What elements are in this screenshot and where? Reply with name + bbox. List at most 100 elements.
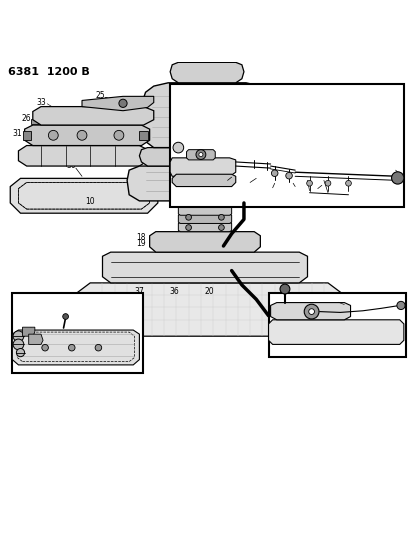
Text: 26: 26 (22, 114, 31, 123)
Text: 19: 19 (136, 239, 146, 248)
Polygon shape (270, 303, 350, 320)
Text: 10: 10 (95, 316, 105, 325)
Polygon shape (25, 125, 149, 146)
Circle shape (303, 304, 318, 319)
Text: 35: 35 (134, 108, 144, 117)
Polygon shape (10, 179, 157, 213)
Circle shape (119, 99, 127, 108)
Circle shape (308, 309, 314, 314)
Circle shape (77, 131, 87, 140)
Text: 18: 18 (135, 233, 145, 243)
Polygon shape (102, 252, 307, 283)
Text: 13: 13 (22, 337, 31, 345)
Text: 3: 3 (390, 164, 395, 173)
Text: 23: 23 (390, 299, 400, 308)
Text: 7: 7 (312, 186, 317, 195)
Text: 32: 32 (181, 196, 191, 205)
Circle shape (63, 313, 68, 319)
Circle shape (324, 180, 330, 186)
Text: 29: 29 (106, 124, 115, 132)
Circle shape (396, 301, 404, 310)
Text: 8: 8 (25, 321, 30, 330)
Text: 6: 6 (288, 184, 293, 193)
Text: 21: 21 (279, 295, 288, 304)
Polygon shape (268, 320, 403, 344)
Text: 6381  1200 B: 6381 1200 B (8, 67, 90, 77)
Polygon shape (74, 283, 344, 336)
Text: 8: 8 (175, 137, 180, 146)
Polygon shape (82, 96, 153, 111)
Polygon shape (139, 131, 147, 140)
Text: 37: 37 (134, 287, 144, 296)
Circle shape (173, 142, 183, 153)
Polygon shape (141, 83, 272, 148)
Text: 15: 15 (38, 346, 48, 355)
Circle shape (185, 225, 191, 230)
Polygon shape (29, 334, 43, 344)
Text: 5: 5 (265, 185, 270, 194)
Polygon shape (186, 150, 215, 160)
Text: 2: 2 (315, 157, 319, 166)
Circle shape (13, 339, 24, 350)
Text: 36: 36 (169, 287, 179, 296)
Polygon shape (33, 107, 153, 125)
Text: 27: 27 (95, 118, 105, 127)
Text: 31: 31 (142, 130, 152, 139)
Circle shape (196, 150, 205, 159)
Text: 22: 22 (330, 297, 340, 306)
Text: 4: 4 (243, 180, 248, 189)
Polygon shape (178, 222, 231, 232)
Text: 38: 38 (110, 260, 120, 269)
Bar (170, 84, 403, 207)
Polygon shape (127, 166, 284, 201)
Circle shape (345, 180, 351, 186)
Polygon shape (178, 206, 231, 215)
Text: 33: 33 (181, 207, 191, 216)
Text: 16: 16 (48, 348, 58, 356)
Text: 17: 17 (71, 340, 81, 349)
Text: 9: 9 (75, 316, 80, 325)
Polygon shape (12, 330, 139, 365)
Bar (12, 293, 143, 373)
Circle shape (271, 170, 277, 176)
Circle shape (185, 214, 191, 220)
Text: 12: 12 (23, 329, 33, 338)
Text: 10: 10 (217, 197, 227, 206)
Polygon shape (170, 62, 243, 83)
Text: 25: 25 (95, 91, 105, 100)
Circle shape (13, 331, 24, 342)
Circle shape (285, 172, 292, 179)
Polygon shape (31, 119, 45, 124)
Circle shape (68, 344, 75, 351)
Text: 24: 24 (218, 178, 228, 187)
Text: 10: 10 (85, 197, 95, 206)
Circle shape (279, 284, 289, 294)
Circle shape (218, 214, 224, 220)
Circle shape (16, 349, 25, 357)
Circle shape (391, 172, 403, 184)
Polygon shape (149, 232, 260, 252)
Circle shape (198, 152, 202, 157)
Polygon shape (178, 200, 231, 207)
Polygon shape (178, 214, 231, 223)
Circle shape (306, 180, 312, 186)
Polygon shape (170, 158, 235, 176)
Polygon shape (172, 174, 235, 187)
Circle shape (48, 131, 58, 140)
Text: 39: 39 (54, 310, 64, 319)
Text: 31: 31 (12, 129, 22, 138)
Circle shape (114, 131, 124, 140)
Circle shape (95, 344, 101, 351)
Polygon shape (22, 327, 35, 336)
Text: 14: 14 (28, 343, 38, 352)
Text: 33: 33 (36, 98, 46, 107)
Text: 20: 20 (204, 287, 213, 296)
Text: 28: 28 (73, 116, 83, 125)
Circle shape (42, 344, 48, 351)
Polygon shape (22, 131, 31, 140)
Text: 1: 1 (289, 159, 294, 168)
Text: 34: 34 (103, 97, 113, 106)
Text: 30: 30 (67, 161, 76, 170)
Bar (268, 293, 405, 357)
Circle shape (218, 225, 224, 230)
